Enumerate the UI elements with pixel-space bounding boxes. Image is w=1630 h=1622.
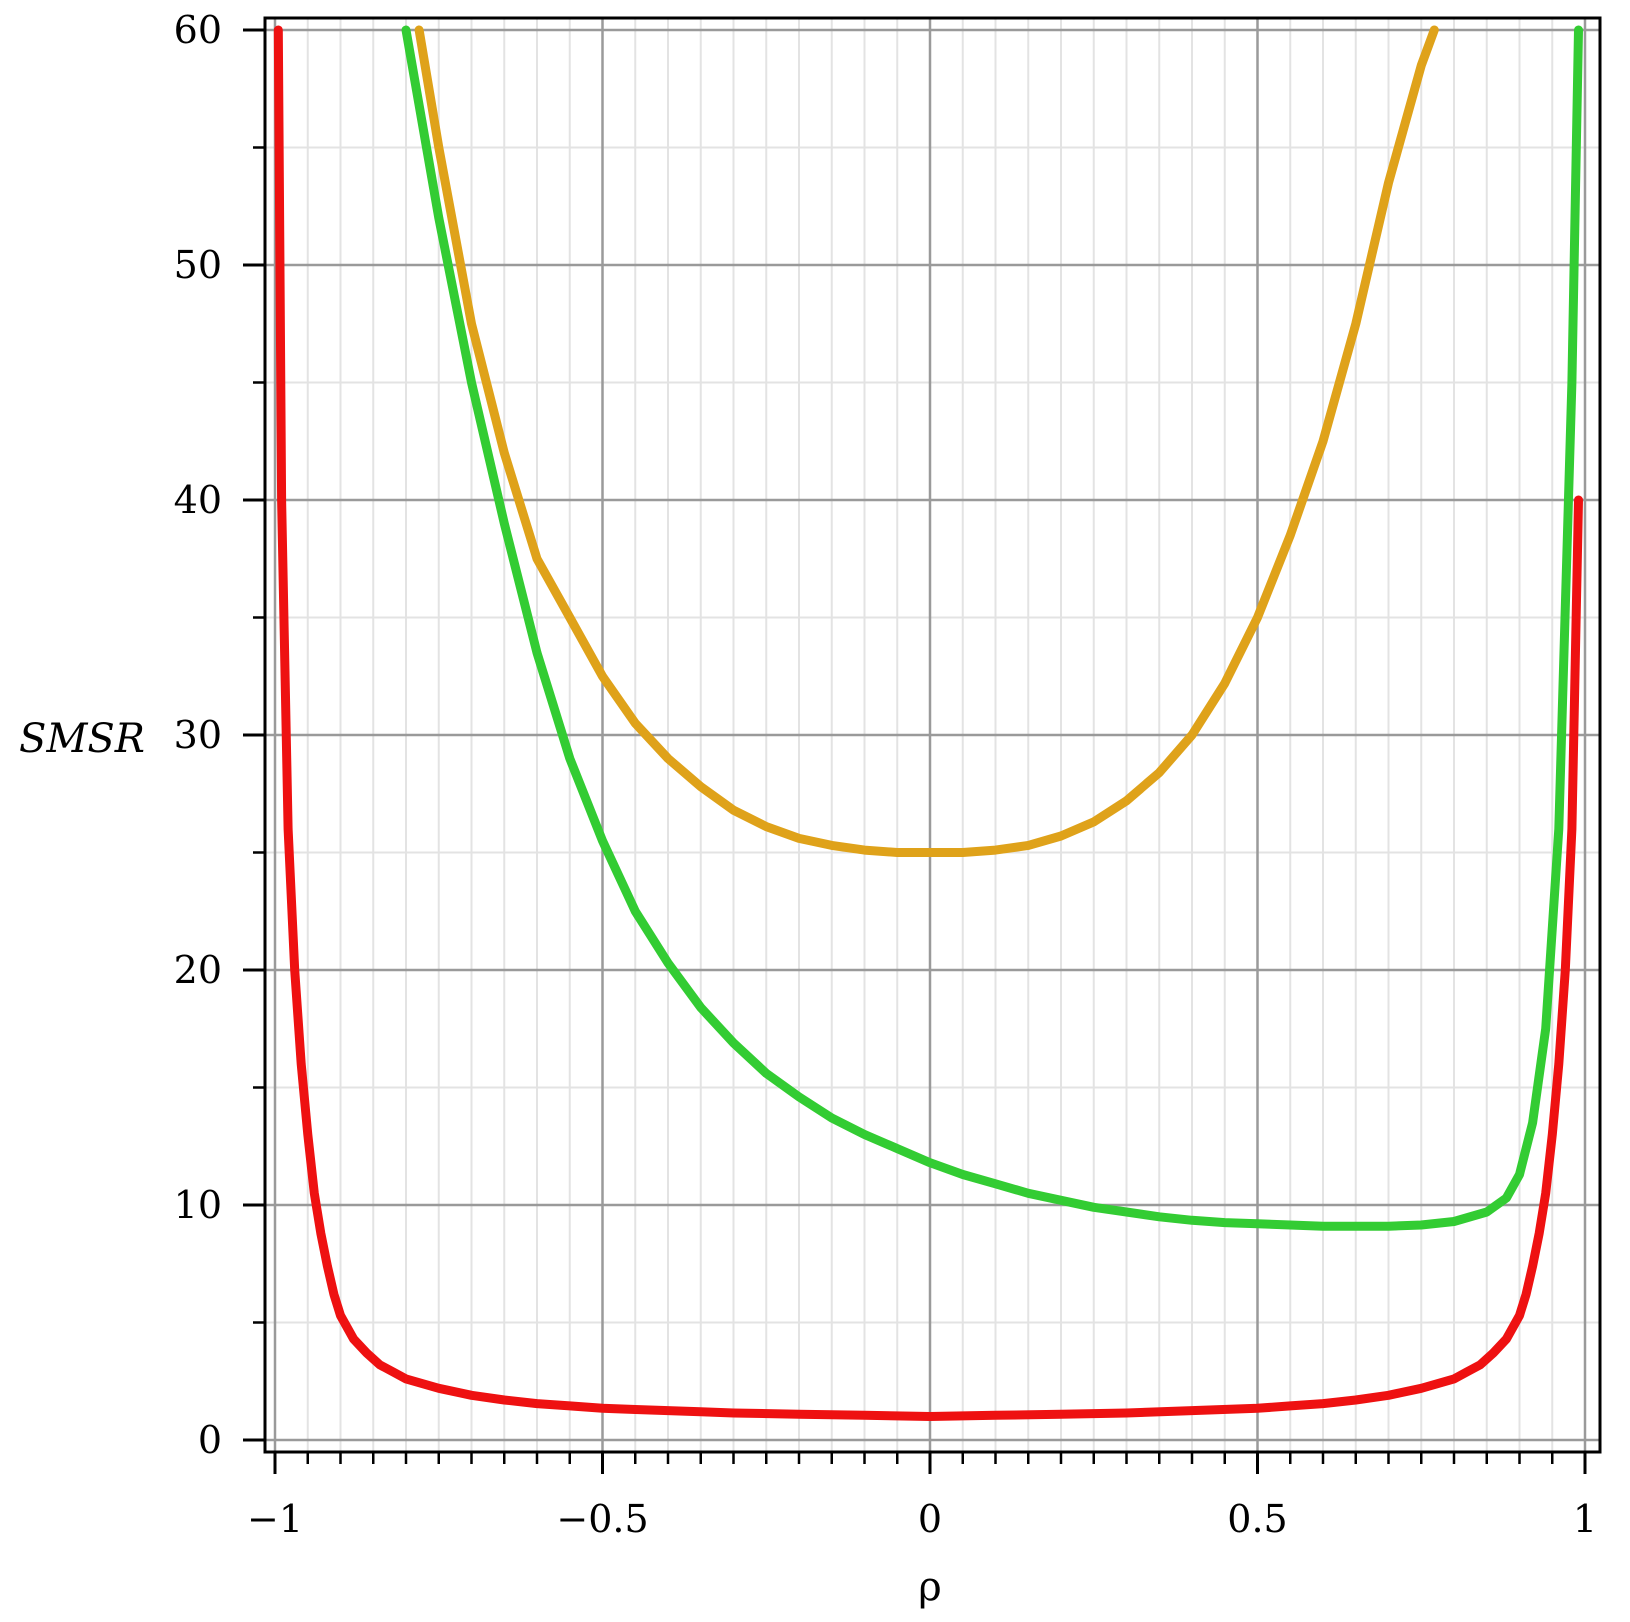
y-tick-label: 10 bbox=[174, 1183, 222, 1227]
series-line-1 bbox=[414, 25, 1439, 857]
y-tick-label: 60 bbox=[174, 8, 222, 52]
x-tick-label: −0.5 bbox=[556, 1497, 648, 1541]
x-tick-label: 1 bbox=[1573, 1497, 1597, 1541]
series-line-2 bbox=[401, 25, 1583, 1231]
x-tick-label: 0.5 bbox=[1227, 1497, 1287, 1541]
x-axis-title: ρ bbox=[918, 1564, 942, 1610]
x-tick-label: −1 bbox=[247, 1497, 303, 1541]
y-tick-label: 0 bbox=[198, 1418, 222, 1462]
y-tick-label: 40 bbox=[174, 478, 222, 522]
series-line-3 bbox=[273, 25, 1583, 1421]
major-grid bbox=[265, 18, 1600, 1452]
y-tick-label: 50 bbox=[174, 243, 222, 287]
series-layer bbox=[273, 25, 1583, 1421]
y-tick-label: 30 bbox=[174, 713, 222, 757]
ticks-layer bbox=[243, 28, 1587, 1474]
y-axis-title: SMSR bbox=[19, 716, 145, 762]
x-tick-label: 0 bbox=[918, 1497, 942, 1541]
y-tick-label: 20 bbox=[174, 948, 222, 992]
